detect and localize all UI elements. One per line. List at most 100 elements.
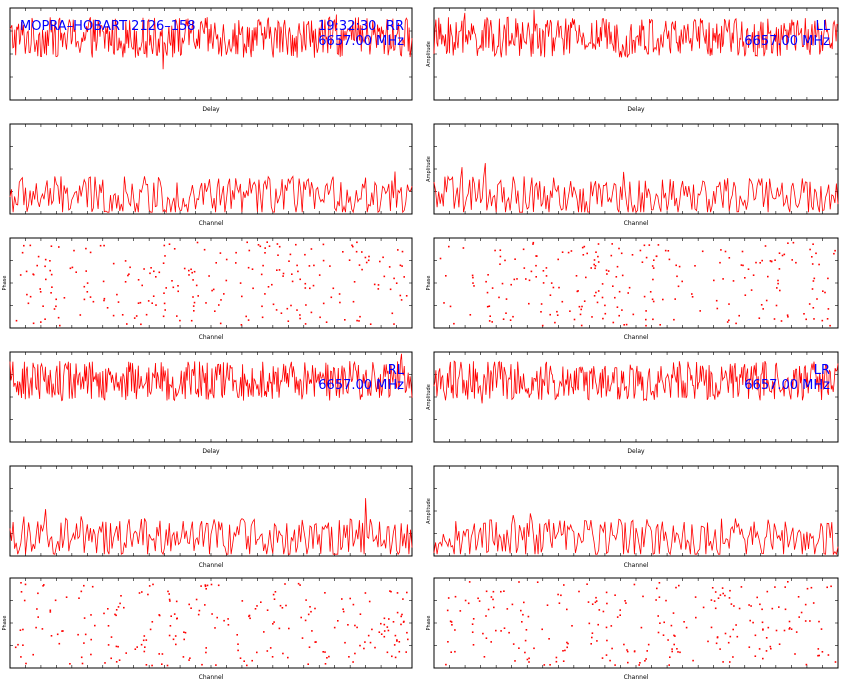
point <box>652 267 655 269</box>
point <box>121 314 124 316</box>
point <box>779 289 781 292</box>
point <box>344 641 346 644</box>
point <box>490 641 492 643</box>
point <box>716 636 719 639</box>
point <box>518 581 520 583</box>
point <box>248 249 251 252</box>
point <box>749 619 751 622</box>
point <box>169 600 171 602</box>
point <box>358 264 361 266</box>
point <box>769 645 772 648</box>
point <box>81 662 84 665</box>
point <box>342 610 345 613</box>
point <box>606 273 608 275</box>
point <box>142 639 145 642</box>
point <box>188 603 190 606</box>
point <box>125 652 127 654</box>
point <box>472 644 475 646</box>
point <box>195 284 198 287</box>
point <box>499 255 502 258</box>
point <box>582 254 585 256</box>
point <box>467 602 470 605</box>
series-line <box>9 14 413 70</box>
point <box>103 244 105 247</box>
point <box>491 321 493 323</box>
point <box>347 624 349 626</box>
point <box>795 261 797 264</box>
point <box>540 311 542 313</box>
point <box>369 323 372 325</box>
point <box>659 622 661 624</box>
point <box>487 274 489 276</box>
point <box>304 323 307 325</box>
point <box>715 299 718 302</box>
point <box>147 300 150 302</box>
point <box>644 660 646 662</box>
point <box>821 319 824 322</box>
y-axis-label: Phase <box>426 276 432 291</box>
point <box>58 642 61 645</box>
point <box>305 599 307 601</box>
point <box>75 271 77 273</box>
point <box>748 604 750 606</box>
point <box>287 656 289 659</box>
point <box>153 270 155 273</box>
point <box>488 305 491 307</box>
point <box>332 287 335 290</box>
point <box>536 255 538 257</box>
point <box>800 611 803 614</box>
point <box>471 623 474 625</box>
point <box>674 635 676 637</box>
point <box>89 251 92 254</box>
point <box>694 265 696 267</box>
point <box>84 633 87 636</box>
point <box>196 241 199 244</box>
point <box>400 299 403 301</box>
point <box>498 296 500 299</box>
point <box>137 302 140 304</box>
point <box>614 594 616 596</box>
point <box>44 258 47 261</box>
point <box>197 613 200 616</box>
point <box>740 264 743 266</box>
point <box>817 648 820 650</box>
point <box>826 318 829 320</box>
point <box>272 303 275 306</box>
point <box>15 319 18 322</box>
point <box>605 654 608 656</box>
point <box>744 294 747 296</box>
point <box>520 609 522 612</box>
point <box>118 659 121 661</box>
point <box>401 265 403 267</box>
point <box>657 244 660 246</box>
point <box>396 611 399 614</box>
point <box>487 608 490 611</box>
point <box>761 621 764 624</box>
point <box>699 310 701 312</box>
point <box>161 653 164 655</box>
point <box>805 663 808 666</box>
point <box>713 279 715 282</box>
point <box>378 631 381 633</box>
time-label: 19:32:30 <box>318 19 376 34</box>
point <box>319 316 321 319</box>
point <box>205 647 207 649</box>
point <box>369 641 372 644</box>
point <box>614 296 616 299</box>
x-axis-label: Channel <box>624 674 649 680</box>
point <box>450 651 452 653</box>
point <box>525 278 527 280</box>
point <box>581 246 584 249</box>
y-axis-label: Phase <box>426 616 432 631</box>
point <box>326 657 328 659</box>
point <box>310 248 313 250</box>
point <box>272 593 275 596</box>
point <box>110 636 113 638</box>
point <box>368 600 371 603</box>
point <box>493 606 495 609</box>
point <box>86 282 89 284</box>
point <box>148 585 151 587</box>
x-axis-label: Channel <box>199 562 224 569</box>
x-axis-label: Channel <box>199 220 224 227</box>
point <box>85 270 87 272</box>
